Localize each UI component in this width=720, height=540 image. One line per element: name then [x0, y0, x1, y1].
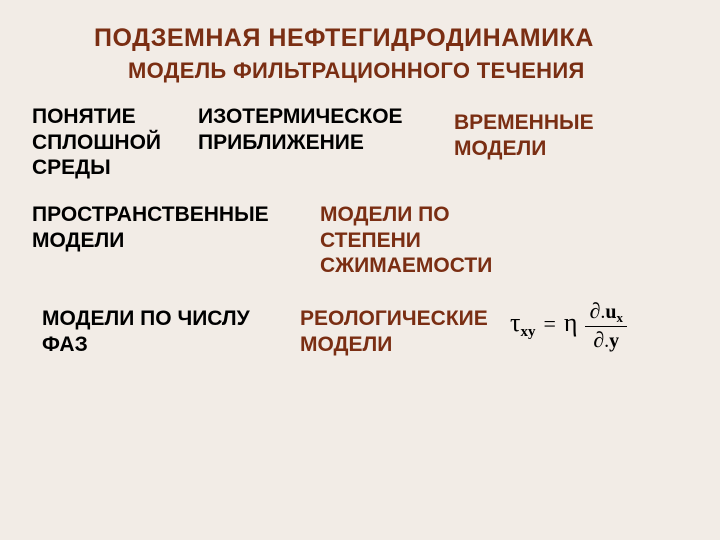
main-title: ПОДЗЕМНАЯ НЕФТЕГИДРОДИНАМИКА: [94, 24, 594, 53]
block-line: ФАЗ: [42, 332, 250, 358]
symbol-y: y: [609, 330, 619, 352]
block-line: ПОНЯТИЕ: [32, 104, 161, 130]
fraction: ∂.ux ∂.y: [585, 298, 627, 353]
shear-stress-formula: τxy = η ∂.ux ∂.y: [510, 300, 627, 355]
block-temporal-models: ВРЕМЕННЫЕ МОДЕЛИ: [454, 110, 594, 161]
block-line: СТЕПЕНИ: [320, 228, 492, 254]
block-line: ИЗОТЕРМИЧЕСКОЕ: [198, 104, 403, 130]
block-line: МОДЕЛИ ПО: [320, 202, 492, 228]
block-line: СРЕДЫ: [32, 155, 161, 181]
subscript-xy: xy: [520, 324, 535, 340]
block-line: МОДЕЛИ: [32, 228, 269, 254]
block-phase-count-models: МОДЕЛИ ПО ЧИСЛУ ФАЗ: [42, 306, 250, 357]
block-rheological-models: РЕОЛОГИЧЕСКИЕ МОДЕЛИ: [300, 306, 488, 357]
block-line: МОДЕЛИ: [454, 136, 594, 162]
block-line: ПРОСТРАНСТВЕННЫЕ: [32, 202, 269, 228]
block-line: МОДЕЛИ ПО ЧИСЛУ: [42, 306, 250, 332]
block-line: СЖИМАЕМОСТИ: [320, 253, 492, 279]
partial-icon: ∂: [593, 327, 604, 352]
partial-icon: ∂: [589, 298, 600, 323]
numerator: ∂.ux: [585, 298, 627, 326]
symbol-u: u: [605, 301, 616, 323]
block-line: МОДЕЛИ: [300, 332, 488, 358]
subscript-x: x: [616, 310, 623, 325]
block-isothermal-approx: ИЗОТЕРМИЧЕСКОЕ ПРИБЛИЖЕНИЕ: [198, 104, 403, 155]
subtitle: МОДЕЛЬ ФИЛЬТРАЦИОННОГО ТЕЧЕНИЯ: [128, 58, 585, 84]
block-line: ПРИБЛИЖЕНИЕ: [198, 130, 403, 156]
block-line: ВРЕМЕННЫЕ: [454, 110, 594, 136]
block-line: РЕОЛОГИЧЕСКИЕ: [300, 306, 488, 332]
symbol-eta: η: [564, 308, 578, 337]
block-compressibility-models: МОДЕЛИ ПО СТЕПЕНИ СЖИМАЕМОСТИ: [320, 202, 492, 279]
block-line: СПЛОШНОЙ: [32, 130, 161, 156]
block-spatial-models: ПРОСТРАНСТВЕННЫЕ МОДЕЛИ: [32, 202, 269, 253]
symbol-tau: τ: [510, 308, 520, 337]
block-continuum-concept: ПОНЯТИЕ СПЛОШНОЙ СРЕДЫ: [32, 104, 161, 181]
equals-sign: =: [539, 311, 559, 336]
denominator: ∂.y: [585, 326, 627, 353]
